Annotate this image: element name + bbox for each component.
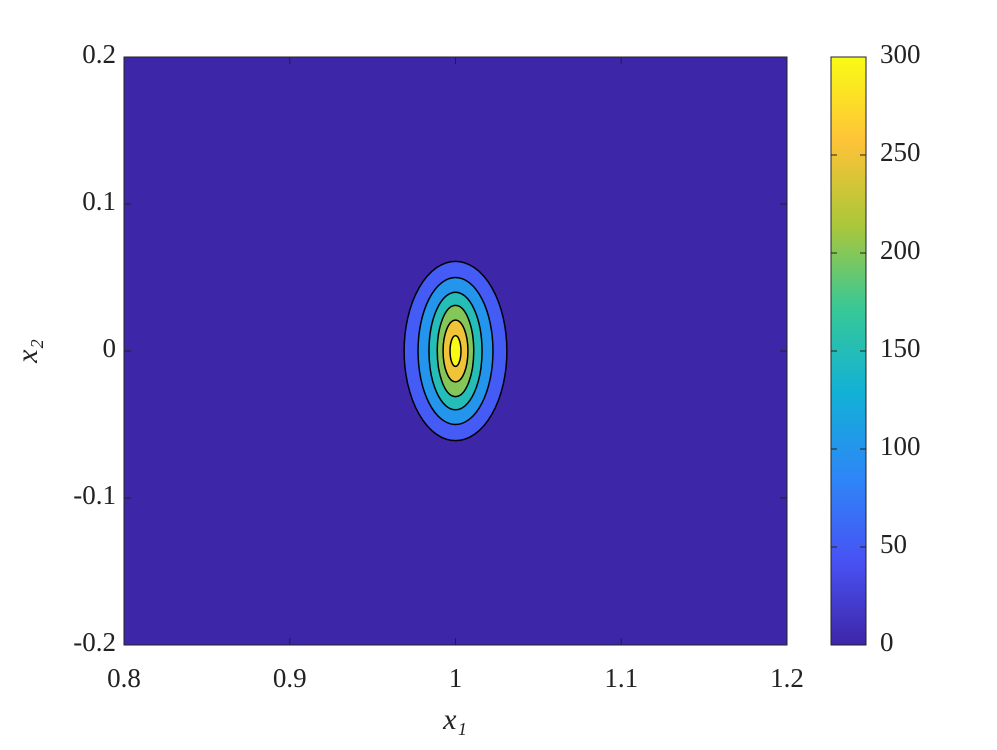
y-tick-label: 0 [103,333,117,363]
colorbar-tick-label: 50 [880,529,907,559]
colorbar-tick-label: 250 [880,137,921,167]
y-tick-label: 0.2 [82,39,116,69]
colorbar-tick-label: 0 [880,627,894,657]
y-tick-label: 0.1 [82,186,116,216]
x-tick-label: 0.8 [107,663,141,693]
y-tick-label: -0.2 [73,627,116,657]
y-tick-label: -0.1 [73,480,116,510]
colorbar-tick-label: 100 [880,431,921,461]
colorbar-tick-label: 150 [880,333,921,363]
colorbar-tick-label: 200 [880,235,921,265]
colorbar-tick-label: 300 [880,39,921,69]
y-axis-label: x₂ [11,339,44,364]
x-axis-label: x₁ [442,703,467,736]
x-tick-label: 0.9 [273,663,307,693]
x-tick-label: 1.1 [604,663,638,693]
x-tick-label: 1.2 [770,663,804,693]
contour-band [449,334,462,368]
x-tick-label: 1 [449,663,463,693]
